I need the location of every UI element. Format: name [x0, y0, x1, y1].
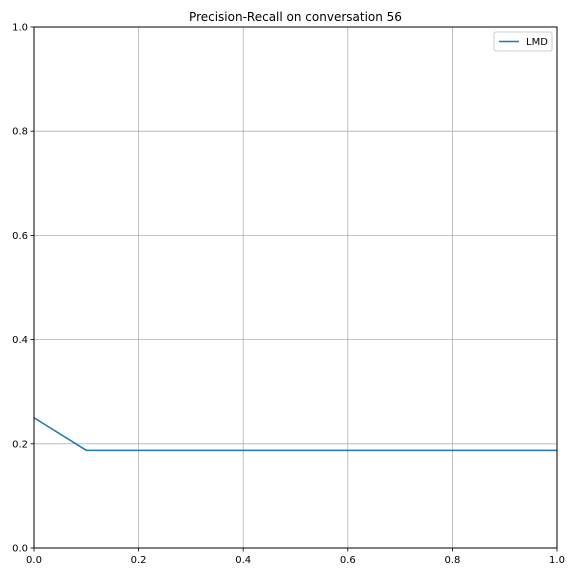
- series-line-lmd: [33, 417, 557, 452]
- x-tick-label: 0.2: [131, 555, 147, 566]
- chart-title: Precision-Recall on conversation 56: [189, 10, 402, 24]
- y-tick-label: 0.2: [12, 439, 28, 450]
- legend-box: [493, 31, 553, 52]
- x-tick-label: 0.0: [26, 555, 42, 566]
- x-tick-label: 1.0: [549, 555, 565, 566]
- y-tick-label: 0.6: [12, 231, 28, 242]
- y-axis: 0.0 0.2 0.4 0.6 0.8 1.0: [12, 23, 34, 555]
- series-layer: [33, 417, 557, 452]
- x-tick-label: 0.8: [444, 555, 460, 566]
- plot-area: [34, 27, 557, 548]
- legend-label-lmd: LMD: [526, 37, 548, 48]
- y-tick-label: 0.4: [12, 335, 28, 346]
- x-axis: 0.0 0.2 0.4 0.6 0.8 1.0: [26, 548, 565, 566]
- legend: LMD: [493, 31, 553, 52]
- x-tick-label: 0.4: [235, 555, 251, 566]
- plot-frame: [33, 26, 558, 549]
- y-tick-label: 0.0: [12, 544, 28, 555]
- grid-lines: [33, 26, 558, 549]
- y-tick-label: 0.8: [12, 127, 28, 138]
- y-tick-label: 1.0: [12, 23, 28, 34]
- x-tick-label: 0.6: [340, 555, 356, 566]
